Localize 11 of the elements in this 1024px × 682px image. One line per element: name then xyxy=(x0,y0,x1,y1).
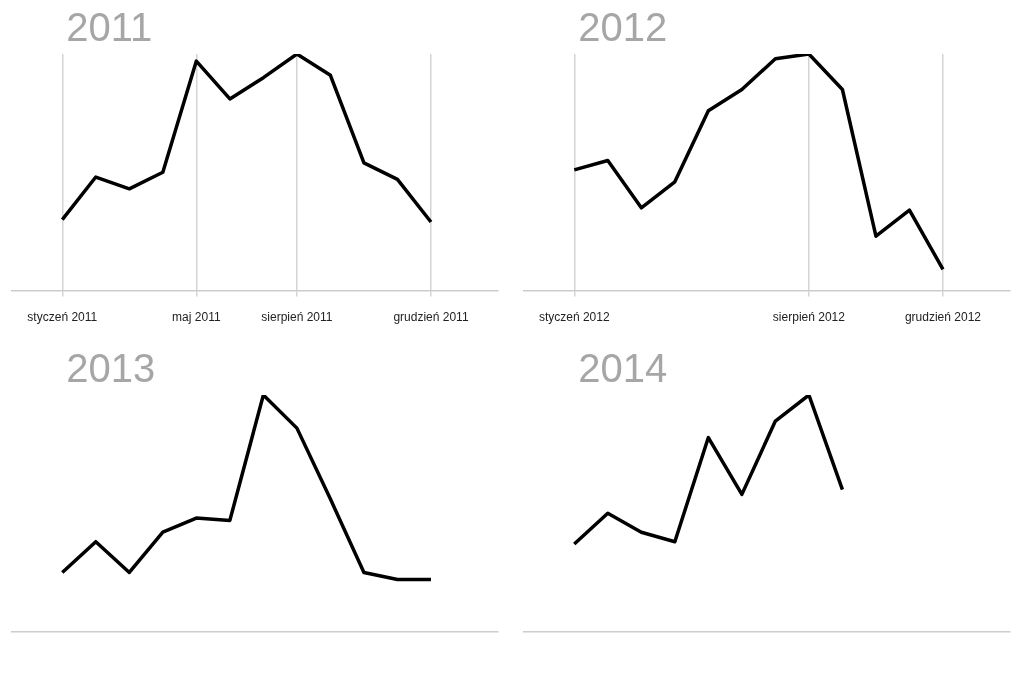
chart-title: 2013 xyxy=(66,346,156,391)
x-tick-label: styczeń 2011 xyxy=(27,310,98,325)
x-tick-label: grudzień 2012 xyxy=(904,310,982,325)
chart-title: 2014 xyxy=(578,346,668,391)
x-tick-label: grudzień 2011 xyxy=(393,310,469,325)
x-tick-label: styczeń 2012 xyxy=(538,310,610,325)
chart-title: 2011 xyxy=(66,5,153,50)
x-tick-label: sierpień 2011 xyxy=(261,310,333,325)
chart-title: 2012 xyxy=(578,5,668,50)
x-tick-label: sierpień 2012 xyxy=(772,310,846,325)
x-tick-label: maj 2011 xyxy=(172,310,221,325)
